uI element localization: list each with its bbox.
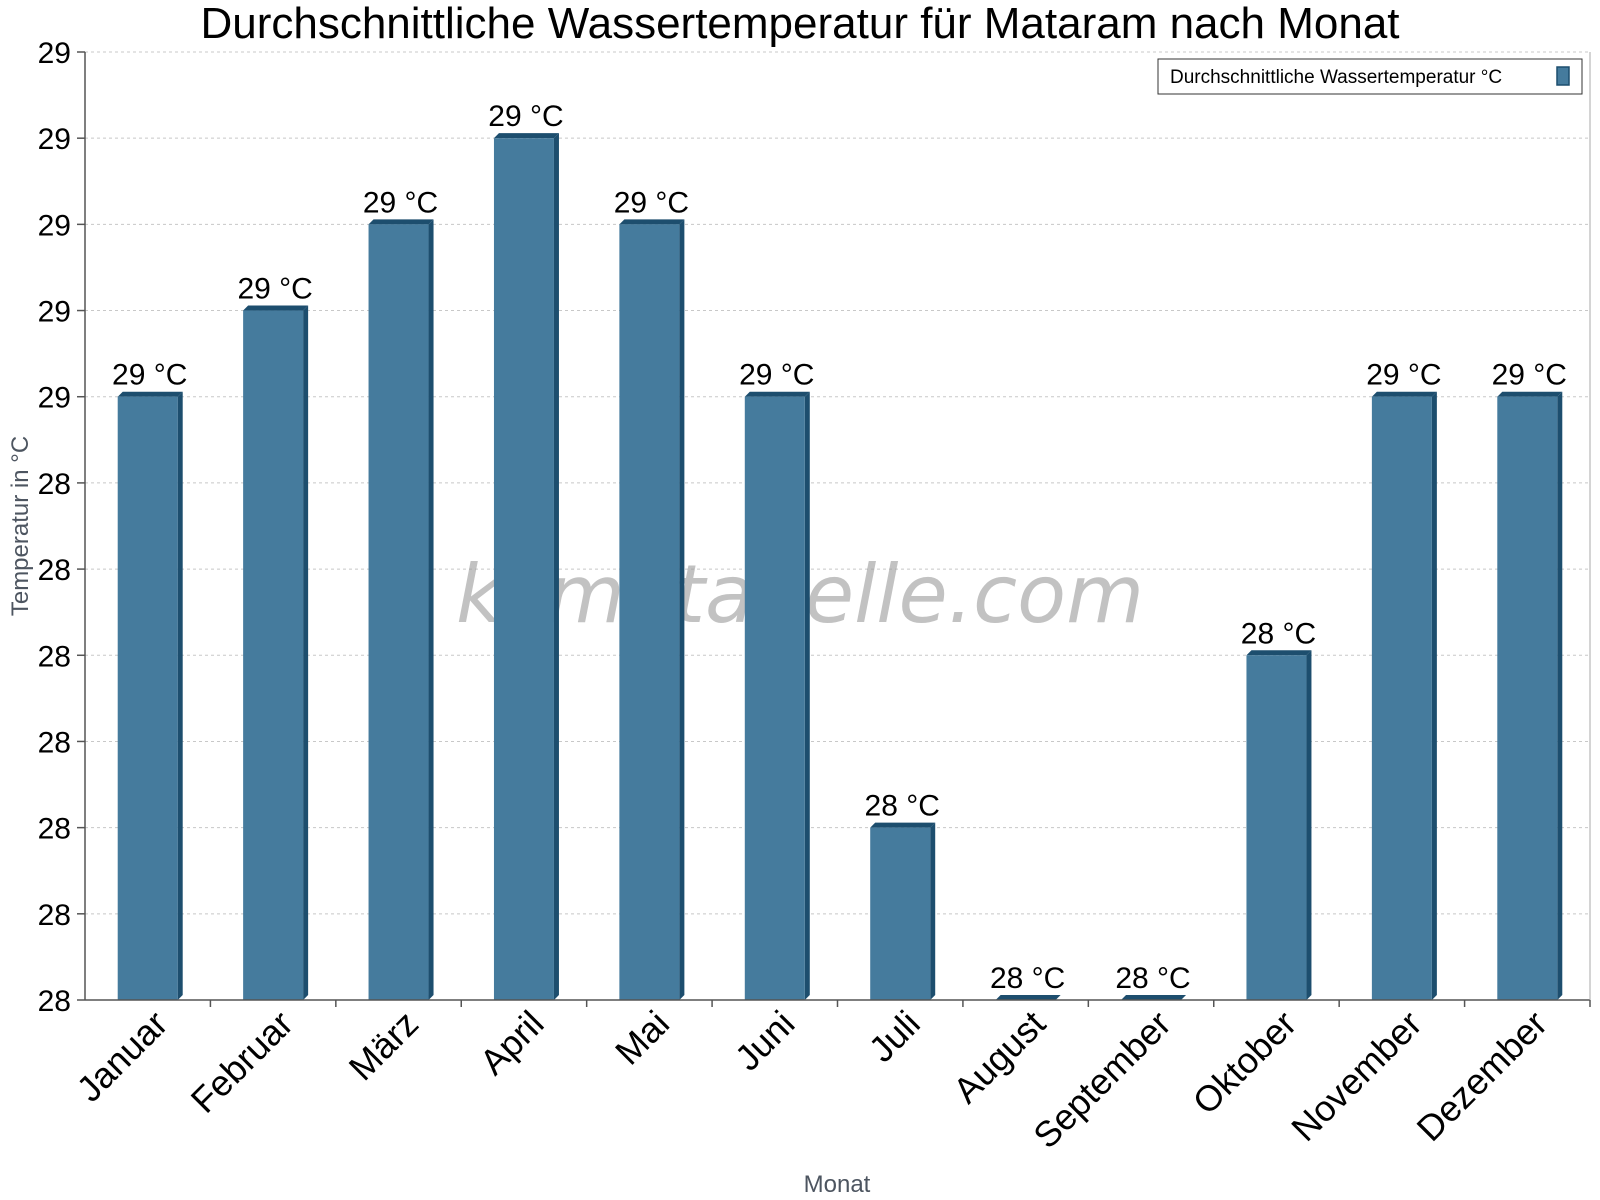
y-tick-label: 29 [38,37,71,70]
x-tick-label: Dezember [1409,1003,1555,1149]
data-label: 28 °C [865,790,940,823]
data-label: 28 °C [990,962,1065,995]
x-axis-label: Monat [804,1171,871,1198]
y-tick-label: 29 [38,382,71,415]
bar [1121,995,1187,1000]
data-label: 29 °C [1366,359,1441,392]
x-tick-label: Oktober [1185,1003,1305,1123]
bar-side [1557,391,1563,1000]
y-tick-label: 28 [38,468,71,501]
y-tick-label: 28 [38,985,71,1018]
data-label: 29 °C [614,186,689,219]
y-axis-label: Temperatur in °C [7,436,34,616]
bar [493,133,559,1000]
bar [117,391,183,1000]
data-label: 28 °C [1241,617,1316,650]
y-tick-label: 29 [38,123,71,156]
legend: Durchschnittliche Wassertemperatur °C [1157,58,1583,95]
data-label: 29 °C [739,359,814,392]
bar-top [619,219,685,225]
chart-title: Durchschnittliche Wassertemperatur für M… [200,0,1399,48]
legend-swatch [1556,66,1570,86]
bar-top [1121,995,1187,1000]
bar-front [744,396,805,1000]
x-tick-label: Februar [183,1003,301,1121]
bar-front [493,138,554,1000]
bar-front [1371,396,1432,1000]
x-tick-label: Mai [607,1003,677,1073]
bar [995,995,1061,1000]
bar-front [1246,655,1307,1000]
bar [870,822,936,1000]
bar [243,305,309,1001]
bar-top [1371,391,1437,397]
y-tick-label: 28 [38,813,71,846]
bar-side [1431,391,1437,1000]
x-tick-label: Januar [69,1003,176,1110]
bar-top [368,219,434,225]
y-tick-label: 28 [38,640,71,673]
legend-box [1157,58,1583,95]
bar-front [243,310,304,1001]
x-tick-label: November [1283,1003,1429,1149]
bar-top [870,822,936,828]
bar-side [177,391,183,1000]
bar-top [243,305,309,311]
bar-top [1497,391,1563,397]
x-tick-label: Juli [861,1003,928,1070]
y-tick-label: 28 [38,726,71,759]
data-labels: 29 °C 29 °C 29 °C 29 °C 29 °C 29 °C 28 °C 28 °C… [112,100,1567,995]
y-axis-ticks: 28 28 28 28 28 28 28 29 29 29 29 29 [38,37,85,1018]
bar-front [368,224,429,1000]
bar-side [679,219,685,1000]
bar [1371,391,1437,1000]
bar-top [744,391,810,397]
data-label: 29 °C [237,273,312,306]
bar [368,219,434,1000]
bar-top [117,391,183,397]
x-tick-label: April [472,1003,552,1083]
x-tick-label: Juni [727,1003,803,1079]
bar-side [804,391,810,1000]
y-tick-label: 29 [38,296,71,329]
grid-lines [85,51,1590,915]
data-label: 29 °C [112,359,187,392]
bars [117,133,1563,1001]
bar [1497,391,1563,1000]
data-label: 28 °C [1115,962,1190,995]
bar-front [1497,396,1558,1000]
x-tick-label: März [341,1003,427,1089]
y-tick-label: 29 [38,209,71,242]
x-tick-label: August [945,1003,1053,1111]
bar-front [870,827,931,1000]
bar-side [303,305,309,1001]
bar-side [930,822,936,1000]
bar-top [1246,650,1312,656]
y-tick-label: 28 [38,554,71,587]
bar-side [428,219,434,1000]
x-tick-label: September [1025,1003,1179,1157]
bar-top [995,995,1061,1000]
y-tick-label: 28 [38,899,71,932]
bar-top [493,133,559,139]
data-label: 29 °C [363,186,438,219]
bar-side [553,133,559,1000]
legend-label: Durchschnittliche Wassertemperatur °C [1170,67,1502,88]
data-label: 29 °C [488,100,563,133]
bar-front [117,396,178,1000]
bar [619,219,685,1000]
bar-side [1306,650,1312,1000]
bar-front [619,224,680,1000]
bar [1246,650,1312,1000]
x-axis-ticks: Januar Februar März April Mai Juni Juli AugustS… [69,1000,1591,1157]
data-label: 29 °C [1492,359,1567,392]
bar [744,391,810,1000]
